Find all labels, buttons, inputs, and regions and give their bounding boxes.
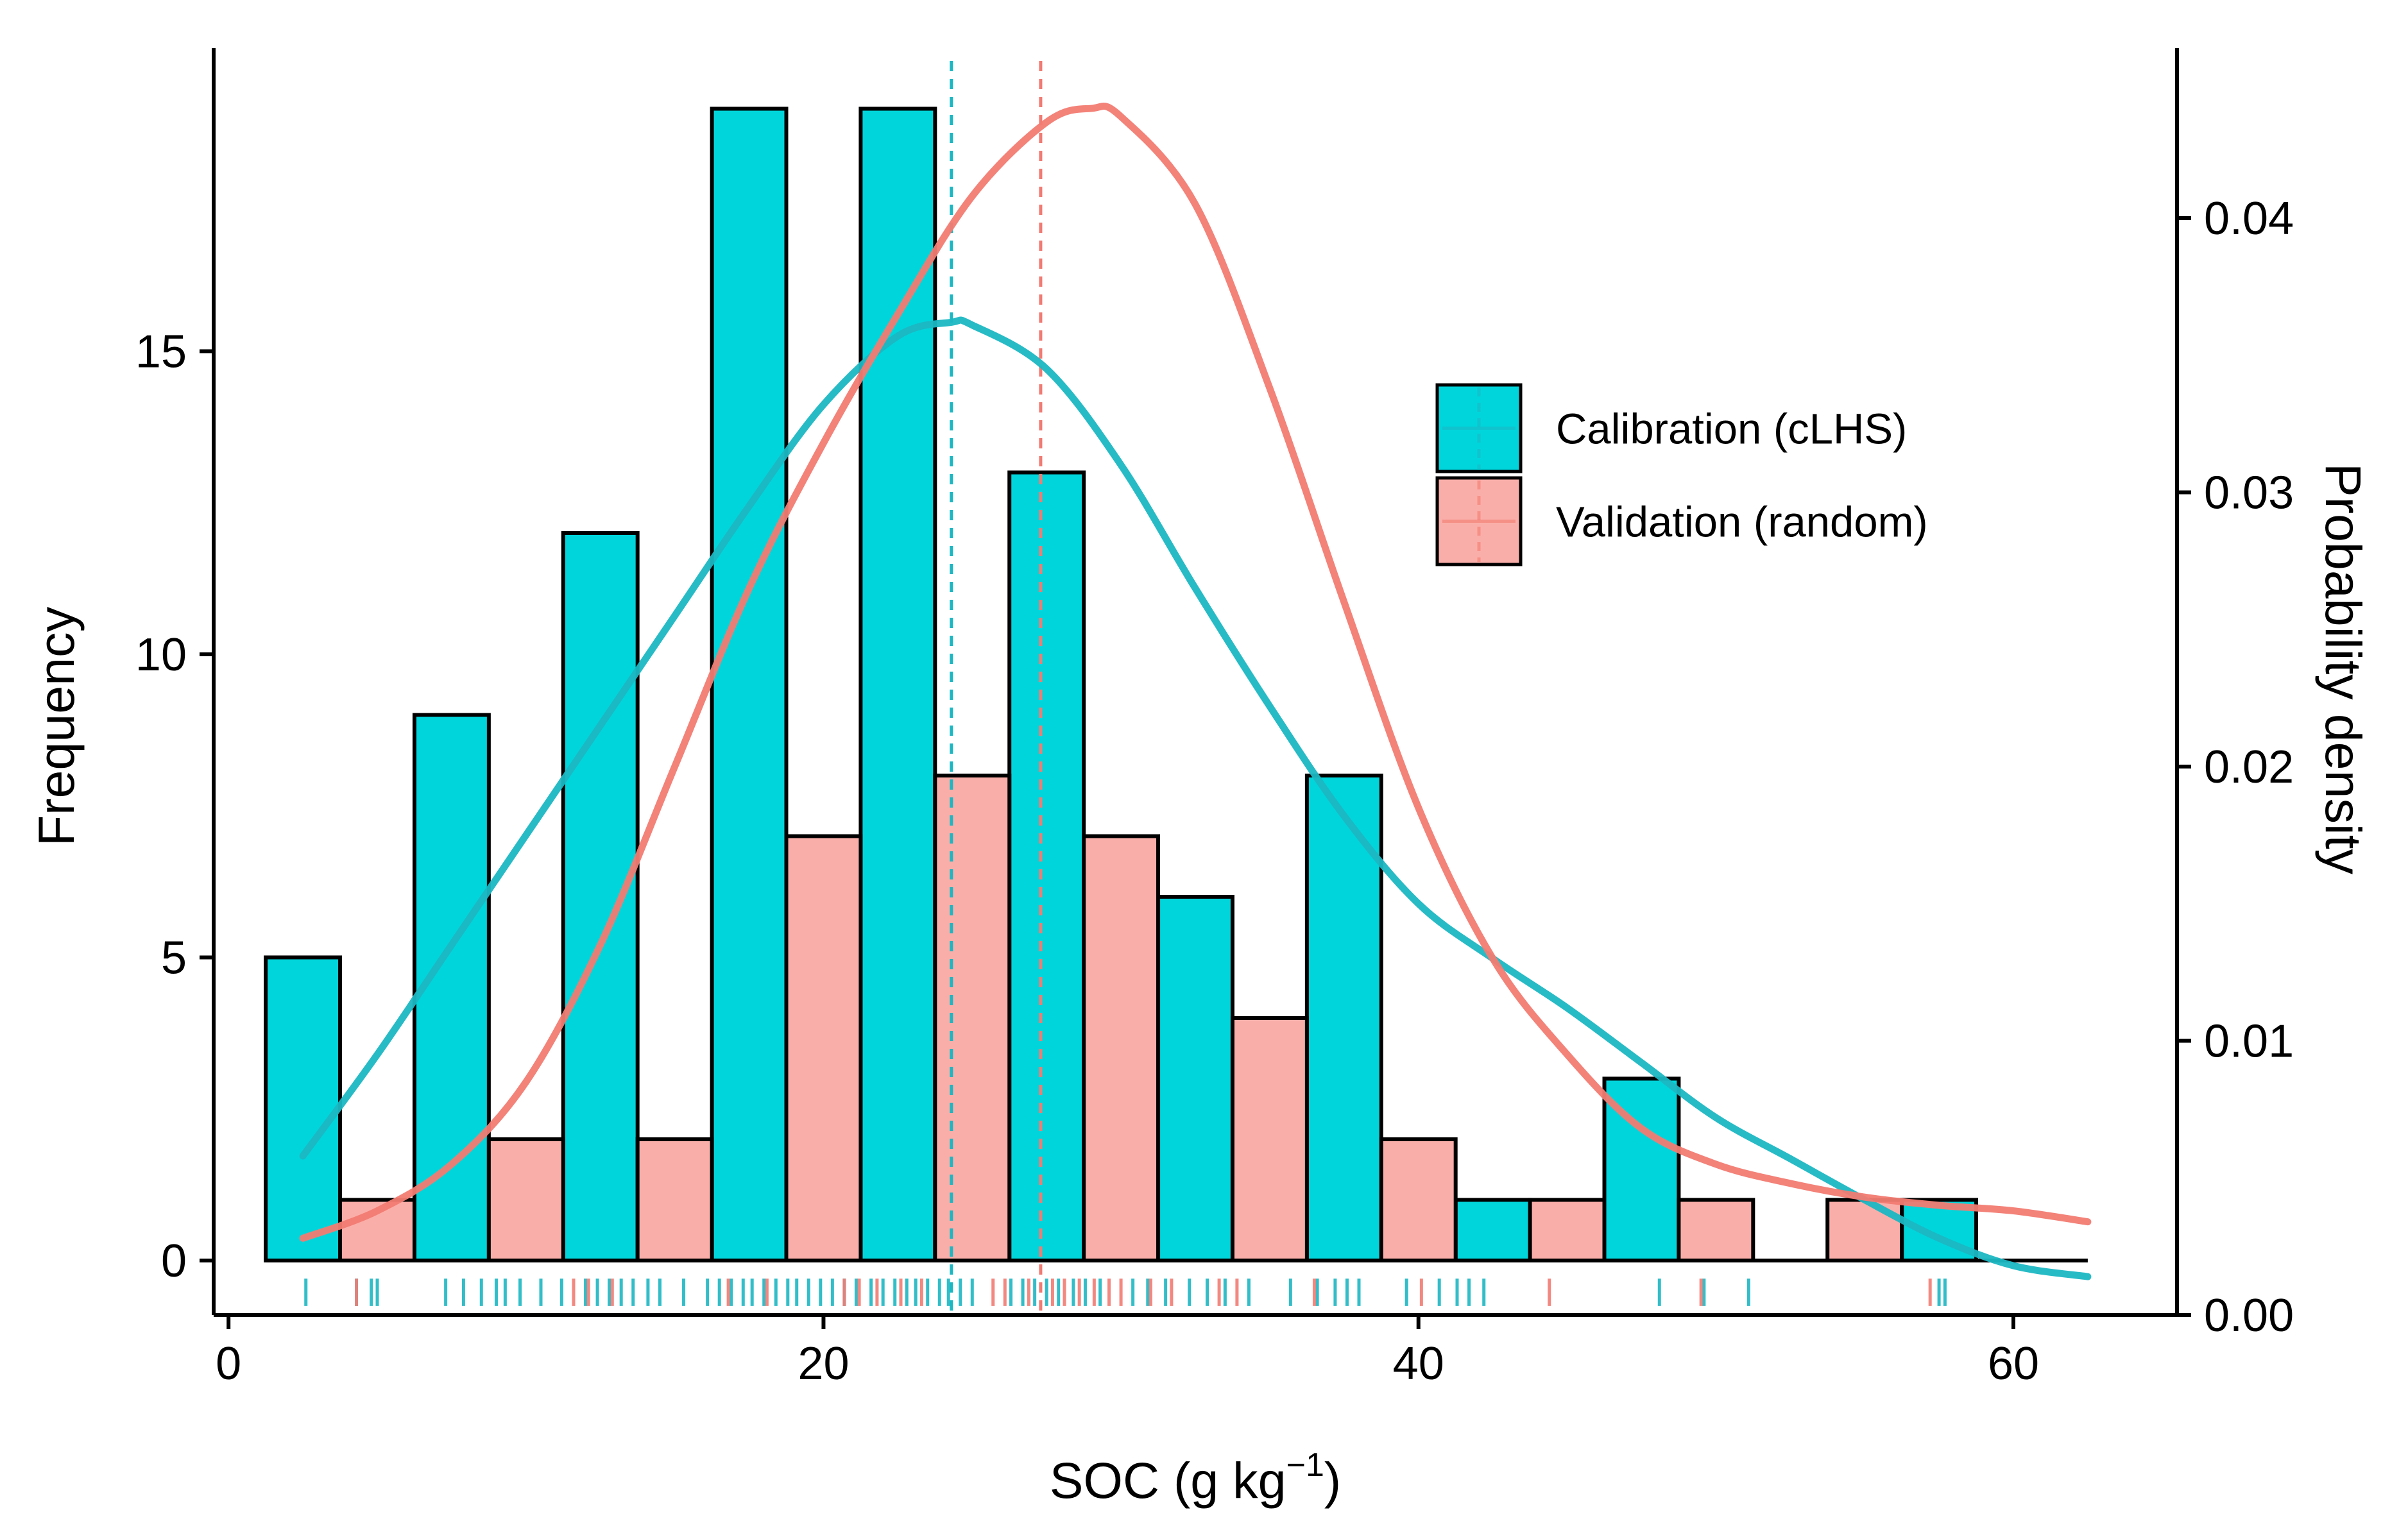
mean-lines: [950, 61, 1043, 1312]
y2-tick-label: 0.00: [2204, 1290, 2294, 1341]
y-tick-label: 10: [135, 629, 187, 681]
validation-bars: [338, 773, 1904, 1262]
bar-validation: [1082, 834, 1161, 1262]
legend-label-validation: Validation (random): [1556, 498, 1928, 547]
bar-calibration: [1156, 894, 1234, 1262]
legend: Calibration (cLHS) Validation (random): [1435, 383, 1928, 566]
x-tick-label: 20: [798, 1338, 849, 1389]
x-tick-label: 60: [1988, 1338, 2039, 1389]
x-axis-title-main: SOC (g kg: [1050, 1452, 1286, 1509]
y-tick-label: 0: [161, 1236, 187, 1287]
bar-validation: [1379, 1137, 1458, 1262]
x-axis-title-close: ): [1324, 1452, 1341, 1509]
y-axis-title: Frequency: [28, 606, 85, 846]
density-curve-validation: [299, 103, 2092, 1242]
y2-tick-label: 0.01: [2204, 1016, 2294, 1067]
bar-validation: [1230, 1015, 1309, 1262]
bar-validation: [784, 834, 863, 1262]
y2-tick-label: 0.02: [2204, 742, 2294, 793]
y2-axis-title: Probability density: [2315, 463, 2372, 875]
bar-calibration: [710, 106, 789, 1262]
bar-calibration: [1007, 470, 1086, 1262]
x-tick-label: 40: [1393, 1338, 1444, 1389]
x-tick-label: 0: [216, 1338, 241, 1389]
density-curves: [299, 103, 2092, 1280]
bar-validation: [635, 1137, 714, 1262]
rug-marks: [304, 1278, 1947, 1306]
y2-tick-label: 0.04: [2204, 193, 2294, 244]
bar-validation: [1528, 1198, 1607, 1262]
x-axis-title-superscript: −1: [1286, 1447, 1324, 1484]
y2-tick-label: 0.03: [2204, 468, 2294, 519]
bar-calibration: [561, 531, 640, 1262]
bar-validation: [486, 1137, 565, 1262]
bar-calibration: [858, 106, 937, 1262]
x-axis-title: SOC (g kg−1): [1050, 1447, 1341, 1509]
y-tick-label: 15: [135, 326, 187, 377]
bar-calibration: [1453, 1198, 1532, 1262]
bar-validation: [933, 773, 1012, 1262]
bar-validation: [1677, 1198, 1755, 1262]
axes: 0 20 40 60 0 5 10 15 0.00 0.01 0.02 0.03 0.04: [135, 48, 2294, 1389]
bar-validation: [1825, 1198, 1904, 1262]
legend-label-calibration: Calibration (cLHS): [1556, 405, 1907, 454]
y-tick-label: 5: [161, 932, 187, 983]
bar-calibration: [264, 955, 343, 1262]
density-curve-calibration: [299, 316, 2092, 1280]
